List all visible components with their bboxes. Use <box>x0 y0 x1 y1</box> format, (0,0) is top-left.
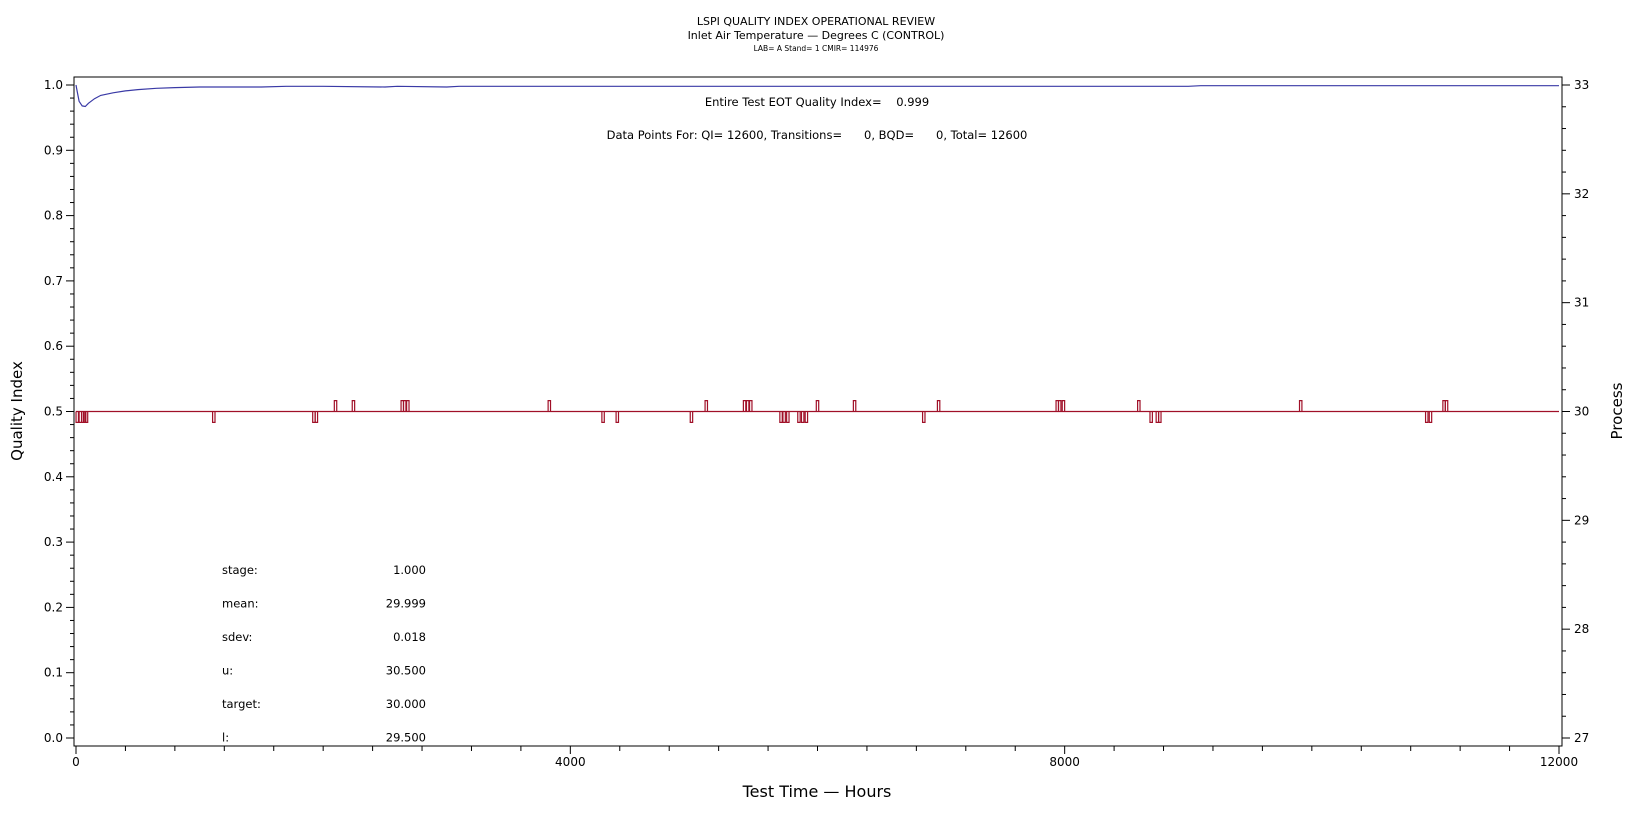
process-excursion <box>936 400 941 412</box>
y-tick-label: 0.3 <box>44 535 63 549</box>
process-excursion <box>745 400 750 412</box>
process-excursion <box>75 411 80 423</box>
process-excursion <box>84 411 89 423</box>
chart-title: LSPI QUALITY INDEX OPERATIONAL REVIEW <box>696 15 936 28</box>
y-tick-label: 0.2 <box>44 600 63 614</box>
x-tick-label: 8000 <box>1049 755 1080 769</box>
quality-index-line <box>75 84 1559 108</box>
stat-label: target: <box>222 697 261 711</box>
x-tick-label: 12000 <box>1540 755 1578 769</box>
process-excursion <box>782 411 786 423</box>
y-tick-label: 1.0 <box>44 78 63 92</box>
y-tick-label: 0.9 <box>44 143 63 157</box>
process-excursion <box>786 411 790 423</box>
process-excursion <box>314 411 319 423</box>
process-excursion <box>742 400 747 412</box>
process-excursion <box>1298 400 1303 412</box>
process-excursion <box>333 400 338 412</box>
process-excursion <box>1061 400 1066 412</box>
y2-tick-label: 29 <box>1574 513 1589 527</box>
y2-tick-label: 31 <box>1574 296 1589 310</box>
process-excursion <box>402 400 407 412</box>
stat-label: mean: <box>222 597 259 611</box>
process-excursion <box>804 411 809 423</box>
stat-value: 29.500 <box>386 731 426 745</box>
y2-tick-label: 30 <box>1574 405 1589 419</box>
y-tick-label: 0.5 <box>44 405 63 419</box>
stat-value: 0.018 <box>393 630 426 644</box>
process-excursion <box>748 400 753 412</box>
annotation-eot-quality-index: Entire Test EOT Quality Index= 0.999 <box>705 95 929 109</box>
process-excursion <box>547 400 552 412</box>
process-excursion <box>406 400 410 412</box>
process-excursion <box>1158 411 1162 423</box>
y2-axis-label: Process <box>1608 382 1626 439</box>
process-excursion <box>779 411 783 423</box>
x-tick-label: 4000 <box>555 755 586 769</box>
process-excursion <box>1057 400 1062 412</box>
y-tick-label: 0.4 <box>44 470 63 484</box>
stats-panel: stage: 1.000 mean: 29.999 sdev: 0.018 u: 30.500… <box>222 563 426 745</box>
y-tick-label: 0.6 <box>44 339 63 353</box>
y2-tick-label: 33 <box>1574 78 1589 92</box>
process-excursion <box>1137 400 1141 412</box>
process-excursion <box>852 400 857 412</box>
y2-tick-label: 27 <box>1574 731 1589 745</box>
process-excursion <box>601 411 605 423</box>
chart-subtitle: Inlet Air Temperature — Degrees C (CONTR… <box>687 29 945 42</box>
stat-label: stage: <box>222 563 258 577</box>
x-axis-label: Test Time — Hours <box>742 782 892 801</box>
process-excursion <box>211 411 216 423</box>
y2-tick-label: 32 <box>1574 187 1589 201</box>
stat-label: sdev: <box>222 630 252 644</box>
process-excursion <box>1149 411 1153 423</box>
stat-value: 30.000 <box>386 697 426 711</box>
stat-value: 29.999 <box>386 597 426 611</box>
x-tick-label: 0 <box>72 755 80 769</box>
y-axis-right: 27 28 29 30 31 32 33 <box>1562 78 1589 745</box>
chart-subsubtitle: LAB= A Stand= 1 CMIR= 114976 <box>753 44 879 53</box>
y2-tick-label: 28 <box>1574 622 1589 636</box>
annotation-data-points: Data Points For: QI= 12600, Transitions=… <box>607 128 1028 142</box>
process-series <box>75 400 1559 423</box>
process-excursion <box>1444 400 1449 412</box>
process-excursion <box>800 411 805 423</box>
x-axis: 0 4000 8000 12000 <box>72 746 1578 769</box>
stat-label: u: <box>222 664 233 678</box>
y-tick-label: 0.1 <box>44 666 63 680</box>
y-tick-label: 0.8 <box>44 209 63 223</box>
process-excursion <box>1428 411 1433 423</box>
process-excursion <box>815 400 820 412</box>
process-excursion <box>615 411 620 423</box>
process-excursion <box>351 400 356 412</box>
stat-value: 1.000 <box>393 563 426 577</box>
process-excursion <box>921 411 926 423</box>
y-tick-label: 0.0 <box>44 731 63 745</box>
stat-label: l: <box>222 731 229 745</box>
y-axis-label: Quality Index <box>8 361 26 461</box>
process-excursion <box>689 411 694 423</box>
y-axis-left: 0.0 0.1 0.2 0.3 0.4 0.5 0.6 0.7 0.8 0.9 1.0 <box>44 78 74 745</box>
process-excursion <box>797 411 801 423</box>
process-excursion <box>1424 411 1429 423</box>
process-excursion <box>704 400 709 412</box>
y-tick-label: 0.7 <box>44 274 63 288</box>
stat-value: 30.500 <box>386 664 426 678</box>
